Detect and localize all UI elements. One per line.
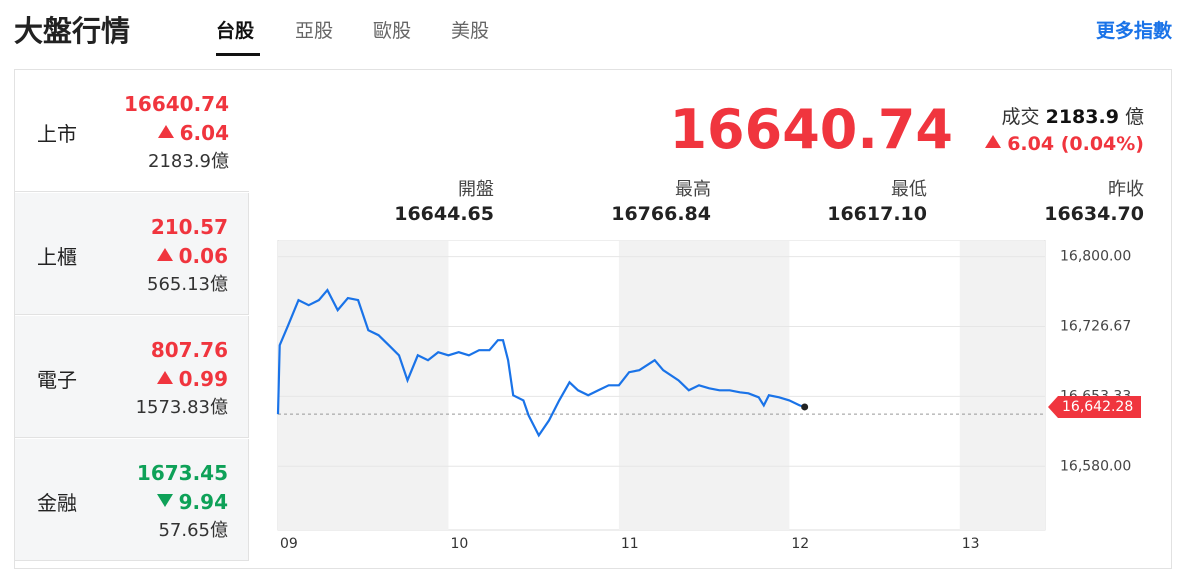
page-title: 大盤行情 xyxy=(14,14,131,48)
market-name: 上櫃 xyxy=(37,245,77,269)
chart: 091011121316,800.0016,726.6716,653.3316,… xyxy=(276,240,1141,552)
market-row[interactable]: 金融 1673.45 9.94 57.65億 xyxy=(15,439,249,561)
market-change: 0.06 xyxy=(156,244,228,268)
session-band xyxy=(278,241,449,530)
change-value: 0.06 xyxy=(178,244,228,268)
market-volume: 565.13億 xyxy=(147,270,228,296)
volume-value: 1573.83 xyxy=(135,397,210,418)
tab[interactable]: 美股 xyxy=(451,20,490,42)
market-name: 金融 xyxy=(37,491,77,515)
market-volume: 57.65億 xyxy=(158,516,228,542)
change-value: 0.99 xyxy=(178,367,228,391)
turnover-unit: 億 xyxy=(1124,106,1144,128)
turnover-label: 成交 xyxy=(1001,106,1040,128)
y-tick-label: 16,800.00 xyxy=(1060,249,1131,265)
x-tick-label: 11 xyxy=(621,536,639,552)
market-price: 210.57 xyxy=(150,215,228,239)
arrow-icon xyxy=(156,248,173,261)
stat-value: 16634.70 xyxy=(1044,203,1144,225)
stat-value: 16766.84 xyxy=(611,203,711,225)
arrow-icon xyxy=(156,494,173,507)
stat-value: 16644.65 xyxy=(394,203,494,225)
price-line xyxy=(276,288,806,438)
tab[interactable]: 亞股 xyxy=(295,20,334,42)
x-tick-label: 10 xyxy=(450,536,468,552)
market-row[interactable]: 上市 16640.74 6.04 2183.9億 xyxy=(15,70,249,192)
market-price: 1673.45 xyxy=(136,461,228,485)
session-band xyxy=(959,241,1045,530)
market-price: 16640.74 xyxy=(123,92,229,116)
market-volume: 1573.83億 xyxy=(136,393,228,419)
market-volume: 2183.9億 xyxy=(148,147,229,173)
last-point xyxy=(801,403,809,411)
change-value: 9.94 xyxy=(178,490,228,514)
market-price: 807.76 xyxy=(150,338,228,362)
market-change: 9.94 xyxy=(156,490,228,514)
y-tick-label: 16,580.00 xyxy=(1060,458,1131,474)
change-pct: (0.04%) xyxy=(1060,133,1144,155)
stat-label: 開盤 xyxy=(458,179,494,200)
session-band xyxy=(618,241,790,530)
volume-unit: 億 xyxy=(210,520,228,541)
stat-label: 昨收 xyxy=(1108,179,1144,200)
arrow-icon xyxy=(985,135,1002,148)
turnover-value: 2183.9 xyxy=(1045,106,1119,128)
market-row[interactable]: 電子 807.76 0.99 1573.83億 xyxy=(15,316,249,438)
more-indices-link[interactable]: 更多指數 xyxy=(1095,20,1172,42)
market-change: 6.04 xyxy=(157,121,229,145)
volume-unit: 億 xyxy=(210,274,228,295)
change-value: 6.04 xyxy=(1007,133,1055,155)
market-change: 0.99 xyxy=(156,367,228,391)
price-tag-label: 16,642.28 xyxy=(1062,399,1133,415)
x-tick-label: 12 xyxy=(791,536,809,552)
market-row[interactable]: 上櫃 210.57 0.06 565.13億 xyxy=(15,193,249,315)
tab[interactable]: 台股 xyxy=(216,20,255,42)
x-tick-label: 13 xyxy=(962,536,980,552)
main-price: 16640.74 xyxy=(669,98,953,161)
volume-unit: 億 xyxy=(210,397,228,418)
market-name: 上市 xyxy=(37,122,77,146)
x-tick-label: 09 xyxy=(280,536,298,552)
tab-underline xyxy=(216,53,260,56)
arrow-icon xyxy=(157,125,174,138)
volume-value: 57.65 xyxy=(158,520,210,541)
turnover: 成交 2183.9 億 xyxy=(1002,102,1144,129)
y-tick-label: 16,726.67 xyxy=(1060,319,1131,335)
stat-label: 最低 xyxy=(891,179,927,200)
volume-value: 2183.9 xyxy=(148,151,211,172)
stat-label: 最高 xyxy=(675,179,711,200)
tab[interactable]: 歐股 xyxy=(373,20,412,42)
stat-value: 16617.10 xyxy=(827,203,927,225)
main-change: 6.04 (0.04%) xyxy=(985,133,1144,155)
arrow-icon xyxy=(156,371,173,384)
price-tag xyxy=(1048,395,1141,418)
volume-unit: 億 xyxy=(211,151,229,172)
market-name: 電子 xyxy=(37,368,77,392)
volume-value: 565.13 xyxy=(147,274,210,295)
change-value: 6.04 xyxy=(179,121,229,145)
